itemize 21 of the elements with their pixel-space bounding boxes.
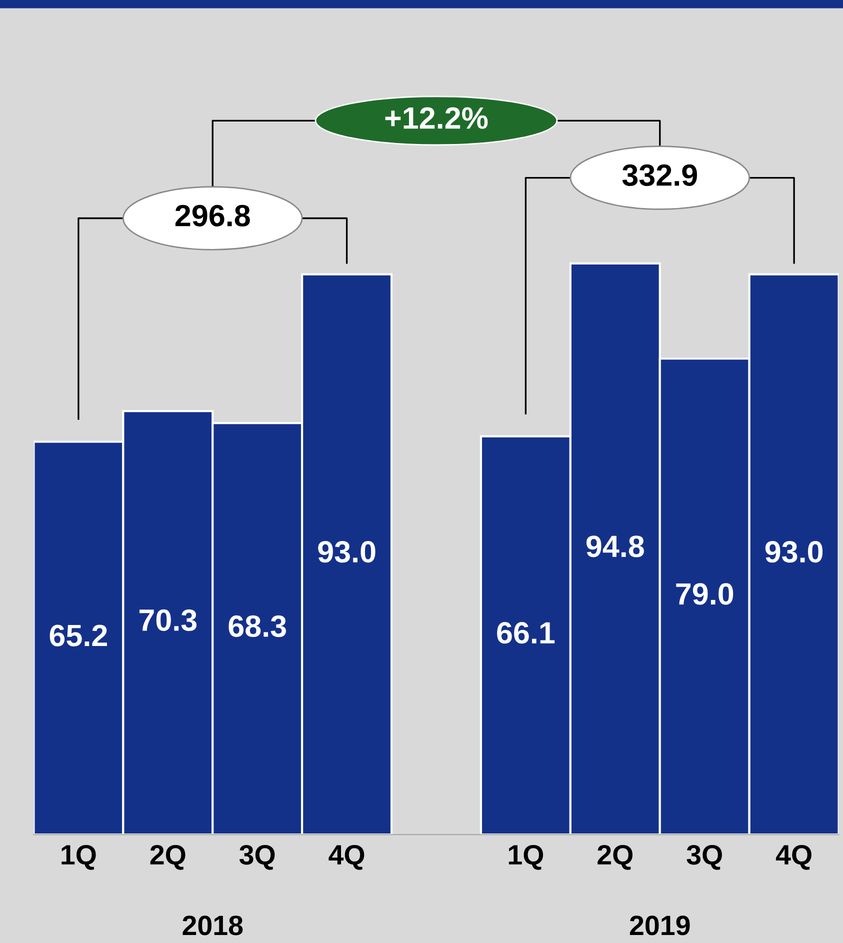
text: 332.9 [622, 164, 697, 186]
x-tick-label: 1Q [508, 845, 544, 870]
data-label: 68.3 [228, 615, 286, 638]
x-tick-label: 1Q [62, 845, 96, 870]
text: +12.2% [385, 107, 488, 129]
x-tick-label: 3Q [239, 845, 275, 870]
data-label: 66.1 [497, 622, 555, 644]
text: 2018 [182, 916, 243, 936]
x-tick-label: 2Q [598, 845, 633, 870]
x-tick-label: 3Q [686, 845, 722, 870]
data-label: 79.0 [676, 583, 734, 605]
data-label: 93.0 [318, 540, 376, 563]
data-label: 65.2 [50, 624, 107, 646]
data-label: 70.3 [139, 609, 197, 632]
x-tick-label: 2Q [150, 845, 186, 870]
x-tick-label: 4Q [776, 845, 812, 870]
data-label: 93.0 [765, 540, 823, 563]
data-label: 94.8 [586, 536, 644, 558]
x-tick-label: 4Q [328, 845, 364, 870]
text: 296.8 [175, 204, 250, 226]
text: 2019 [630, 916, 690, 936]
